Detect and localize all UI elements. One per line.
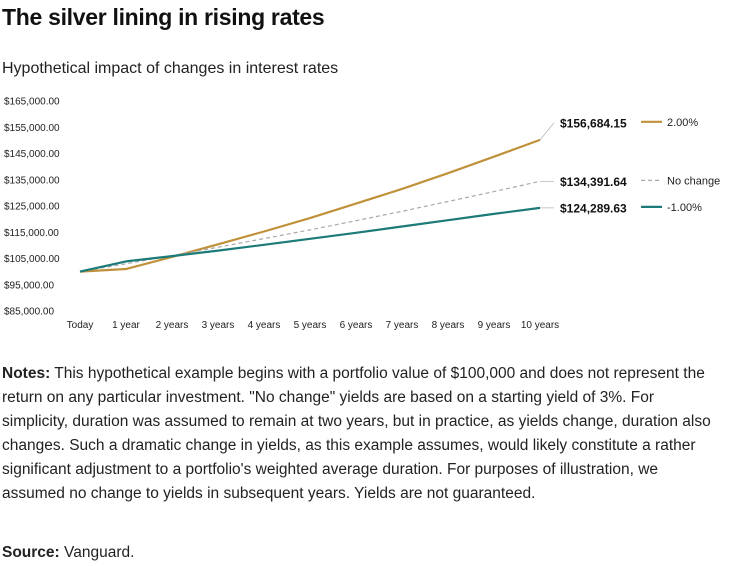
legend-label: No change [667,175,720,187]
notes-paragraph: Notes: This hypothetical example begins … [2,362,722,506]
line-chart: $165,000.00 $155,000.00 $145,000.00 $135,00… [4,97,720,332]
source-text: Vanguard. [59,544,135,561]
x-tick-label: Today [67,320,94,331]
series-line [79,138,541,273]
source-label: Source: [2,544,60,561]
notes-label: Notes: [2,365,51,382]
legend-label: 2.00% [667,117,698,129]
x-tick-label: 5 years [294,320,327,331]
legend-label: -1.00% [667,202,702,214]
x-tick-label: 7 years [386,320,419,331]
x-tick-label: 2 years [156,320,189,331]
x-tick-label: 4 years [248,320,281,331]
end-value-label: $134,391.64 [560,175,627,189]
y-tick-label: $165,000.00 [4,97,60,108]
y-tick-label: $95,000.00 [4,280,54,291]
leader-line [539,122,555,141]
chart-subtitle: Hypothetical impact of changes in intere… [2,60,339,77]
y-tick-label: $115,000.00 [4,228,59,239]
end-value-label: $124,289.63 [560,201,627,215]
y-tick-label: $145,000.00 [4,149,60,160]
y-tick-label: $105,000.00 [4,254,60,265]
x-tick-label: 6 years [340,320,373,331]
source-line: Source: Vanguard. [2,544,134,562]
page-title: The silver lining in rising rates [2,4,325,30]
y-tick-label: $125,000.00 [4,202,60,213]
series-line [79,206,541,273]
y-tick-label: $85,000.00 [4,307,54,318]
y-tick-label: $135,000.00 [4,175,60,186]
x-tick-label: 3 years [202,320,235,331]
notes-text: This hypothetical example begins with a … [2,365,711,502]
x-tick-label: 10 years [521,320,559,331]
y-tick-label: $155,000.00 [4,123,60,134]
x-tick-label: 1 year [112,320,140,331]
x-tick-label: 8 years [432,320,465,331]
x-tick-label: 9 years [478,320,511,331]
end-value-label: $156,684.15 [560,116,627,130]
